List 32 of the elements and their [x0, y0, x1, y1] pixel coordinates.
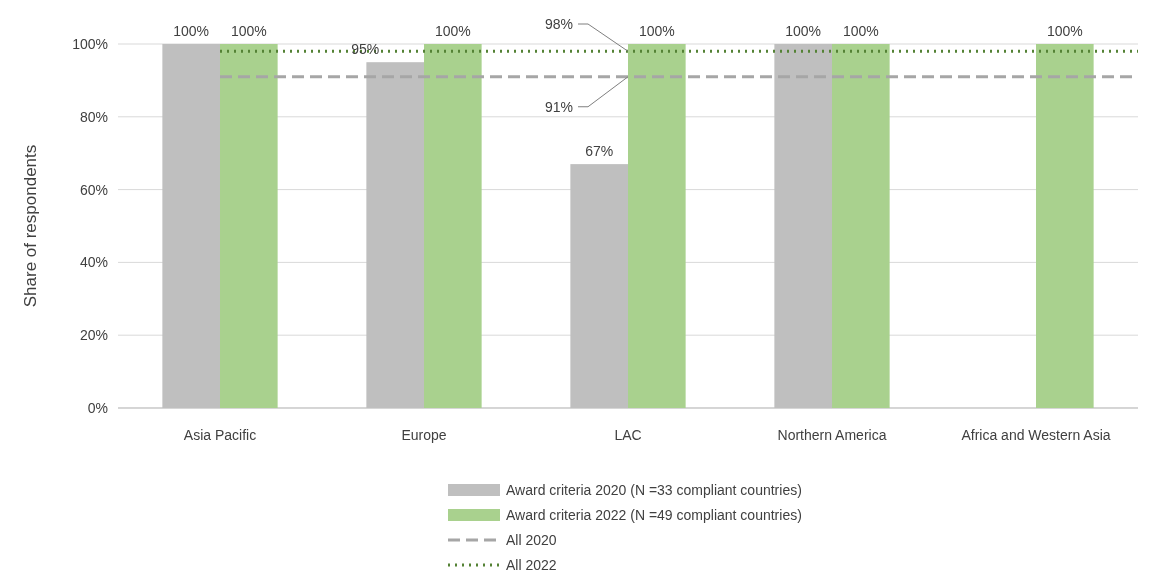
- y-tick-label: 60%: [79, 181, 108, 198]
- x-tick-label: Northern America: [777, 427, 887, 443]
- y-tick-label: 20%: [79, 327, 108, 344]
- data-label: 95%: [351, 41, 380, 58]
- y-axis-title: Share of respondents: [21, 144, 40, 308]
- y-tick-label: 100%: [72, 35, 108, 52]
- legend-label: Award criteria 2020 (N =33 compliant countries): [506, 481, 802, 498]
- y-tick-label: 0%: [87, 399, 108, 416]
- data-label: 100%: [230, 23, 267, 39]
- y-tick-label: 40%: [79, 254, 108, 271]
- x-tick-label: Europe: [401, 427, 447, 443]
- x-tick-label: LAC: [614, 427, 642, 443]
- data-label: 67%: [585, 143, 614, 160]
- data-label: 100%: [638, 23, 675, 39]
- data-label: 100%: [173, 23, 210, 39]
- bar: [832, 44, 890, 408]
- annotation: 91%: [544, 98, 573, 115]
- data-label: 100%: [842, 23, 879, 39]
- annotation: 98%: [544, 15, 573, 32]
- data-label: 100%: [1046, 23, 1083, 39]
- y-tick-label: 80%: [79, 108, 108, 125]
- bar: [424, 44, 482, 408]
- bar: [1036, 44, 1094, 408]
- data-label: 100%: [785, 23, 822, 39]
- legend-label: Award criteria 2022 (N =49 compliant countries): [506, 506, 802, 523]
- legend-label: All 2020: [506, 531, 557, 548]
- x-tick-label: Africa and Western Asia: [961, 427, 1111, 443]
- bar: [220, 44, 278, 408]
- bar: [628, 44, 686, 408]
- x-tick-label: Asia Pacific: [183, 427, 257, 443]
- data-label: 100%: [434, 23, 471, 39]
- legend-label: All 2022: [506, 556, 557, 573]
